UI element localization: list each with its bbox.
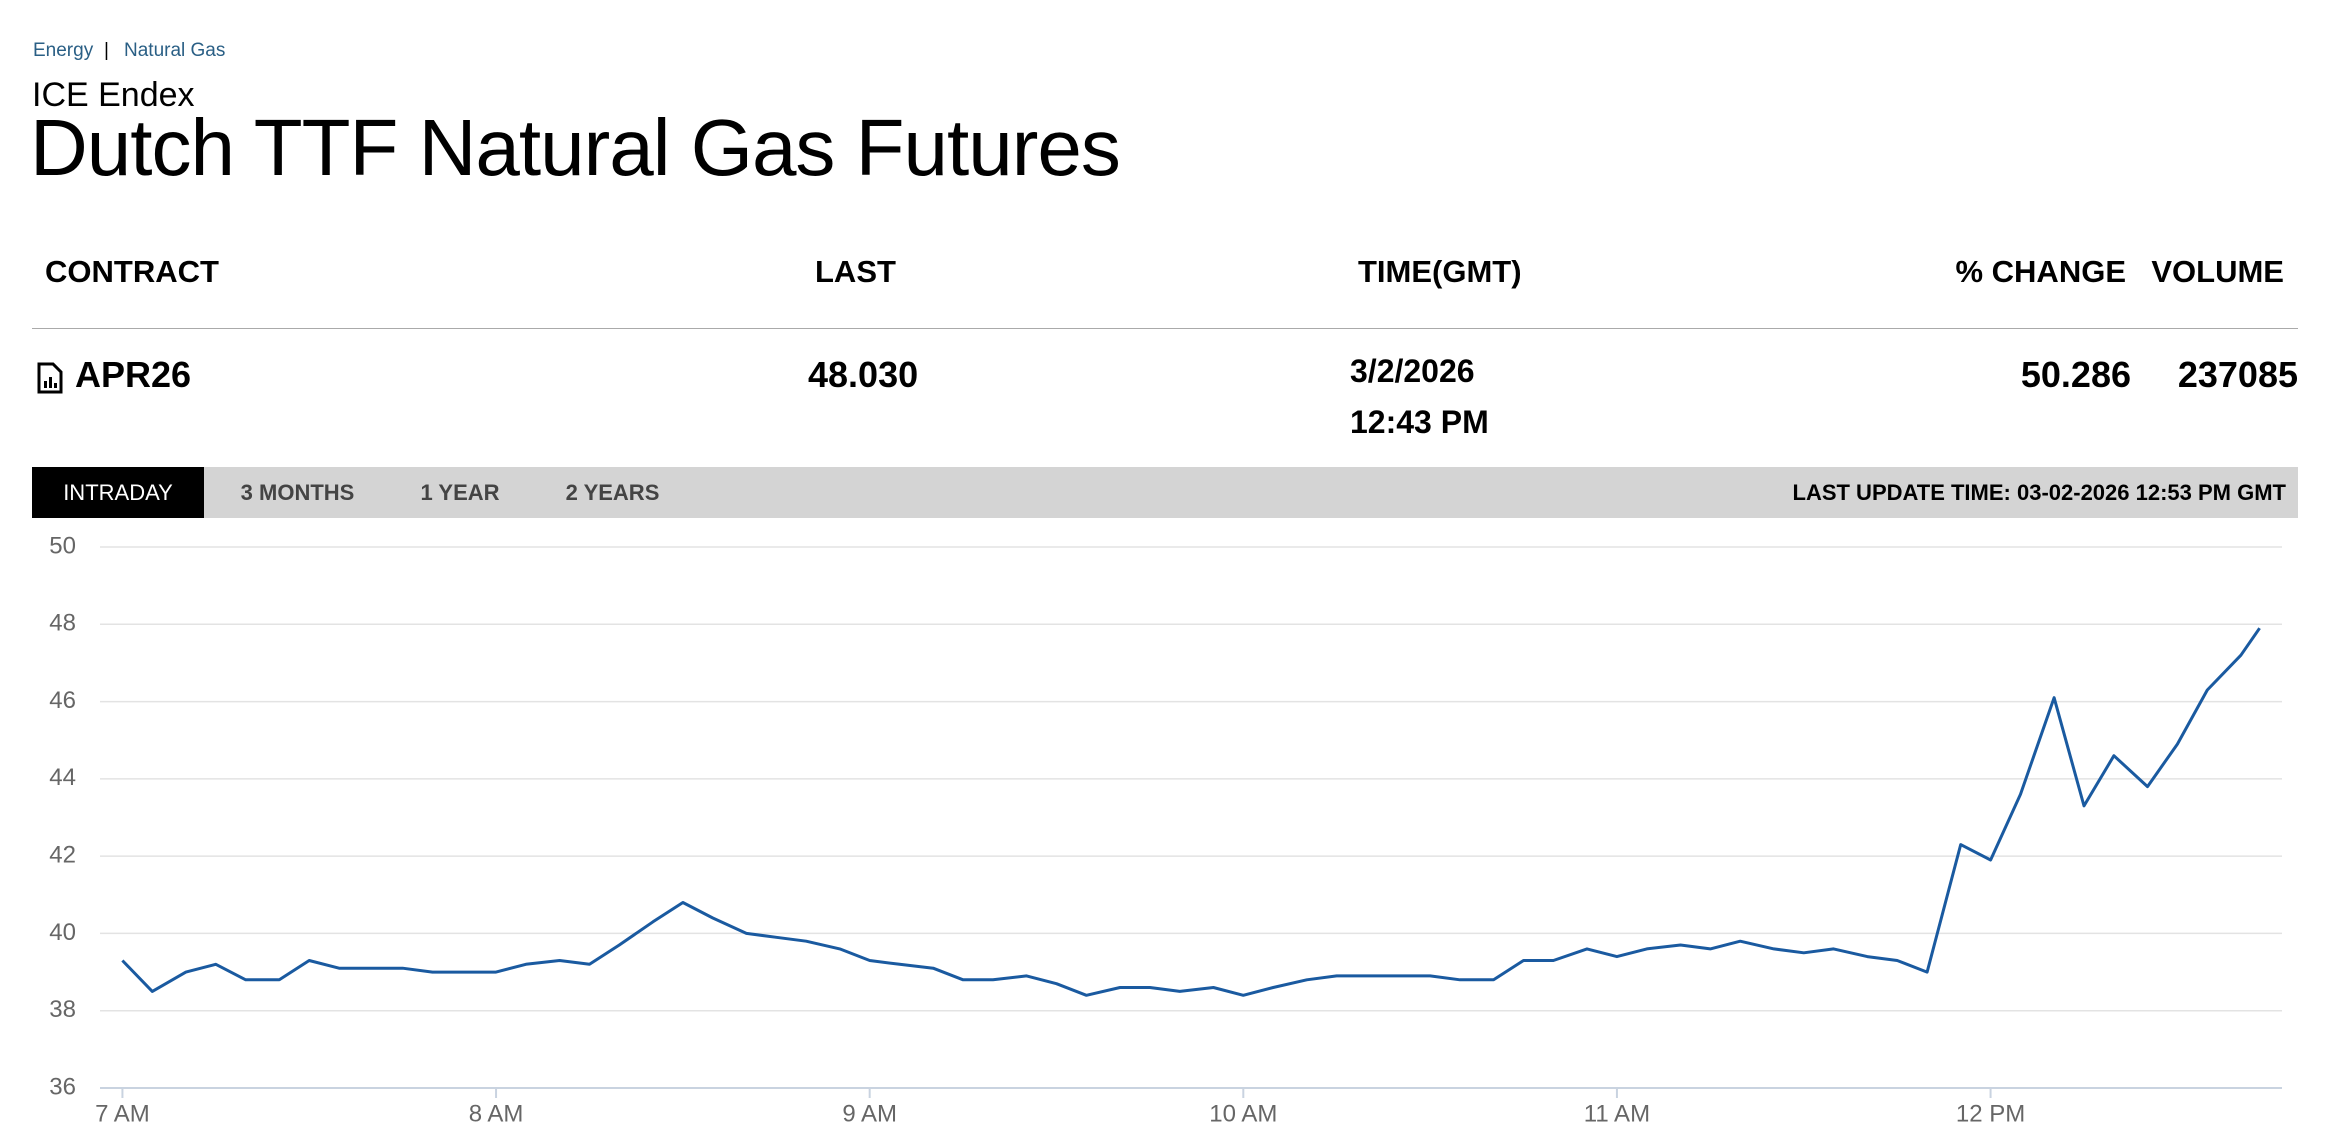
y-tick-label: 46 (49, 687, 76, 714)
trade-date: 3/2/2026 (1350, 353, 1475, 389)
trade-time: 12:43 PM (1350, 404, 1489, 440)
y-tick-label: 48 (49, 610, 76, 637)
breadcrumb-separator: | (104, 40, 109, 61)
x-tick-label: 12 PM (1956, 1100, 2025, 1127)
breadcrumb-link[interactable]: Energy (33, 40, 94, 61)
y-tick-label: 42 (49, 841, 76, 868)
tab-active[interactable]: INTRADAY (32, 467, 204, 518)
price-line (121, 627, 2261, 997)
breadcrumb-link[interactable]: Natural Gas (124, 40, 226, 61)
y-tick-label: 38 (49, 996, 76, 1023)
last-price: 48.030 (808, 354, 919, 395)
volume: 237085 (2177, 354, 2298, 395)
page-title: Dutch TTF Natural Gas Futures (30, 103, 1121, 192)
percent-change: 50.286 (2020, 354, 2131, 395)
column-header: CONTRACT (45, 254, 219, 289)
last-update: LAST UPDATE TIME: 03-02-2026 12:53 PM GM… (1792, 480, 2287, 505)
contract[interactable]: APR26 (75, 354, 192, 395)
contract-icon[interactable] (36, 362, 64, 394)
tab-bar (32, 467, 2298, 518)
column-header: VOLUME (2151, 254, 2284, 289)
y-tick-label: 36 (49, 1073, 76, 1100)
divider (32, 328, 2298, 329)
x-tick-label: 9 AM (842, 1100, 897, 1127)
x-tick-label: 10 AM (1209, 1100, 1277, 1127)
y-tick-label: 44 (49, 764, 76, 791)
x-tick-label: 7 AM (95, 1100, 150, 1127)
y-tick-label: 40 (49, 919, 76, 946)
column-header: LAST (815, 254, 896, 289)
x-tick-label: 8 AM (469, 1100, 524, 1127)
column-header: % CHANGE (1955, 254, 2126, 289)
y-tick-label: 50 (49, 532, 76, 559)
column-header: TIME(GMT) (1358, 254, 1522, 289)
exchange: ICE Endex (32, 76, 195, 114)
tab[interactable]: 1 YEAR (420, 480, 500, 505)
tab[interactable]: 3 MONTHS (240, 480, 355, 505)
tab[interactable]: 2 YEARS (565, 480, 660, 505)
x-tick-label: 11 AM (1584, 1100, 1650, 1127)
